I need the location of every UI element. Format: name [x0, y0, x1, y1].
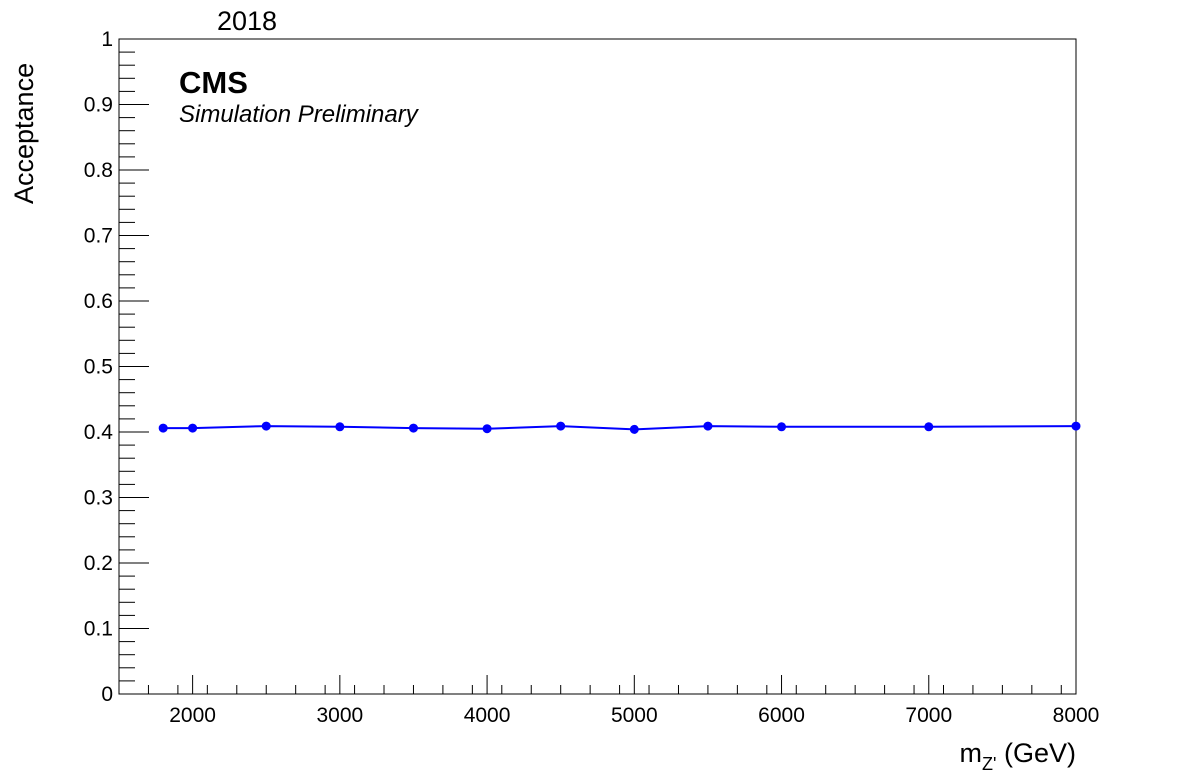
data-point: [924, 422, 934, 432]
y-axis-label: Acceptance: [9, 63, 39, 204]
y-tick-label: 0.6: [84, 290, 113, 313]
y-tick-label: 0.5: [84, 356, 113, 379]
y-tick-label: 0: [101, 683, 113, 706]
y-tick-label: 0.9: [84, 94, 113, 117]
x-tick-label: 6000: [758, 704, 805, 727]
x-axis-label: mZ' (GeV): [960, 738, 1076, 772]
cms-label: CMS: [179, 65, 248, 100]
y-tick-label: 1: [101, 28, 113, 51]
x-tick-label: 7000: [905, 704, 952, 727]
data-point: [703, 421, 713, 431]
data-point: [408, 423, 418, 433]
tick-labels: 0 0.1 0.2 0.3 0.4 0.5 0.6 0.7 0.8 0.9 1 2000 3000 400…: [84, 28, 1100, 727]
y-tick-label: 0.1: [84, 618, 113, 641]
y-tick-label: 0.8: [84, 159, 113, 182]
series-line: [163, 425, 1077, 431]
year-label: 2018: [217, 6, 277, 36]
data-point: [335, 422, 345, 432]
x-tick-label: 4000: [464, 704, 511, 727]
x-axis-label-subscript: Z': [982, 754, 996, 772]
x-axis-label-main: m: [960, 738, 983, 768]
data-point: [777, 422, 787, 432]
x-tick-label: 8000: [1053, 704, 1100, 727]
x-tick-label: 2000: [169, 704, 216, 727]
data-point: [482, 424, 492, 434]
plot-frame: [118, 38, 1077, 695]
data-point: [556, 421, 566, 431]
x-tick-label: 3000: [316, 704, 363, 727]
y-tick-label: 0.2: [84, 552, 113, 575]
data-point: [629, 424, 639, 434]
tick-marks: [118, 38, 1077, 695]
data-point: [261, 421, 271, 431]
series-layer: [158, 421, 1081, 434]
data-point: [158, 423, 168, 433]
x-tick-label: 5000: [611, 704, 658, 727]
data-point: [188, 423, 198, 433]
y-tick-label: 0.4: [84, 421, 114, 444]
y-tick-label: 0.3: [84, 487, 113, 510]
data-point: [1071, 421, 1081, 431]
simulation-preliminary-label: Simulation Preliminary: [179, 101, 420, 128]
x-axis-label-unit: (GeV): [996, 738, 1076, 768]
y-tick-label: 0.7: [84, 225, 113, 248]
